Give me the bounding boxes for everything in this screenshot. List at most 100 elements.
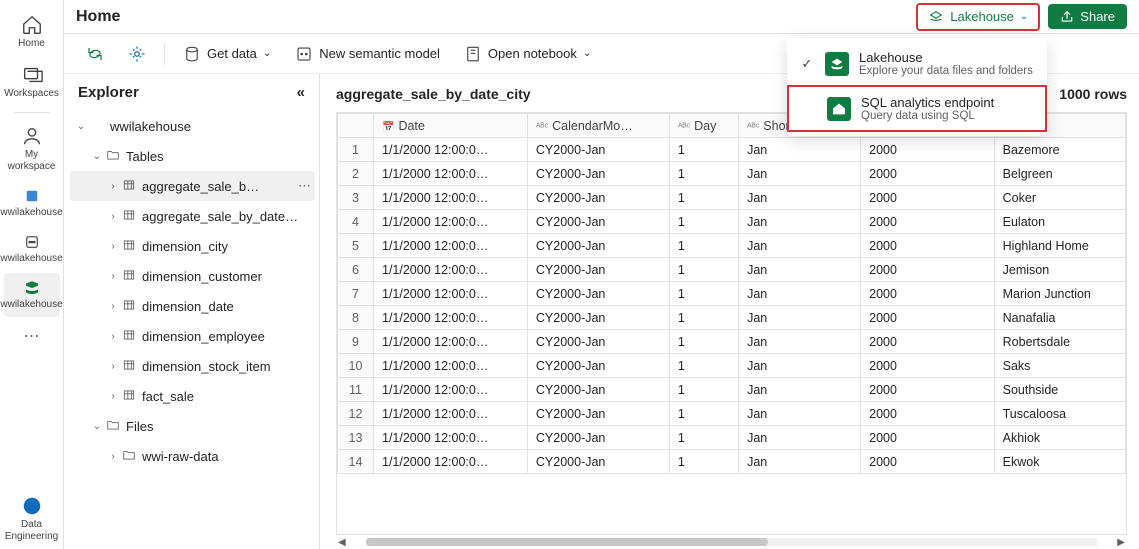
cell[interactable]: Coker [994,186,1125,210]
cell[interactable]: CY2000-Jan [527,258,669,282]
cell[interactable]: Southside [994,378,1125,402]
cell[interactable]: Jan [739,210,861,234]
tree-table-item[interactable]: ›dimension_employee [70,321,315,351]
cell[interactable]: CY2000-Jan [527,162,669,186]
cell[interactable]: CY2000-Jan [527,186,669,210]
cell[interactable]: Jemison [994,258,1125,282]
rail-data-engineering[interactable]: Data Engineering [4,489,60,549]
cell[interactable]: 1 [669,402,738,426]
cell[interactable]: Bazemore [994,138,1125,162]
table-row[interactable]: 21/1/2000 12:00:0…CY2000-Jan1Jan2000Belg… [338,162,1126,186]
table-row[interactable]: 91/1/2000 12:00:0…CY2000-Jan1Jan2000Robe… [338,330,1126,354]
cell[interactable]: 1/1/2000 12:00:0… [374,234,528,258]
cell[interactable]: 2000 [861,210,994,234]
rail-my-workspace[interactable]: My workspace [4,119,60,179]
scroll-track[interactable] [366,538,1098,546]
cell[interactable]: Robertsdale [994,330,1125,354]
rail-more[interactable]: ⋯ [4,319,60,354]
cell[interactable]: 2000 [861,306,994,330]
tree-table-item[interactable]: ›fact_sale [70,381,315,411]
cell[interactable]: 1 [669,258,738,282]
cell[interactable]: 2000 [861,450,994,474]
dropdown-item-lakehouse[interactable]: ✓ Lakehouse Explore your data files and … [787,42,1047,85]
cell[interactable]: 2000 [861,426,994,450]
table-row[interactable]: 121/1/2000 12:00:0…CY2000-Jan1Jan2000Tus… [338,402,1126,426]
cell[interactable]: Eulaton [994,210,1125,234]
cell[interactable]: 1 [669,210,738,234]
cell[interactable]: Jan [739,234,861,258]
cell[interactable]: CY2000-Jan [527,354,669,378]
cell[interactable]: Jan [739,330,861,354]
cell[interactable]: Jan [739,402,861,426]
cell[interactable]: Marion Junction [994,282,1125,306]
cell[interactable]: 1/1/2000 12:00:0… [374,354,528,378]
table-row[interactable]: 71/1/2000 12:00:0…CY2000-Jan1Jan2000Mari… [338,282,1126,306]
cell[interactable]: Nanafalia [994,306,1125,330]
cell[interactable]: 1 [669,282,738,306]
cell[interactable]: Jan [739,426,861,450]
table-row[interactable]: 11/1/2000 12:00:0…CY2000-Jan1Jan2000Baze… [338,138,1126,162]
cell[interactable]: 2000 [861,162,994,186]
cell[interactable]: Jan [739,282,861,306]
cell[interactable]: Jan [739,306,861,330]
rail-home[interactable]: Home [4,8,60,56]
scroll-right-icon[interactable]: ▶ [1115,537,1127,548]
cell[interactable]: 1/1/2000 12:00:0… [374,138,528,162]
cell[interactable]: 2000 [861,138,994,162]
cell[interactable]: 1/1/2000 12:00:0… [374,402,528,426]
rail-lakehouse-1[interactable]: wwilakehouse [4,181,60,225]
cell[interactable]: 2000 [861,402,994,426]
cell[interactable]: 2000 [861,282,994,306]
table-row[interactable]: 61/1/2000 12:00:0…CY2000-Jan1Jan2000Jemi… [338,258,1126,282]
refresh-button[interactable] [80,41,110,67]
cell[interactable]: 1 [669,186,738,210]
table-row[interactable]: 141/1/2000 12:00:0…CY2000-Jan1Jan2000Ekw… [338,450,1126,474]
cell[interactable]: 2000 [861,258,994,282]
horizontal-scrollbar[interactable]: ◀ ▶ [336,535,1127,549]
share-button[interactable]: Share [1048,4,1127,29]
cell[interactable]: CY2000-Jan [527,210,669,234]
tree-table-item[interactable]: ›aggregate_sale_b…⋯ [70,171,315,201]
cell[interactable]: 1/1/2000 12:00:0… [374,258,528,282]
tree-file-item[interactable]: ›wwi-raw-data [70,441,315,471]
cell[interactable]: Tuscaloosa [994,402,1125,426]
cell[interactable]: Jan [739,378,861,402]
collapse-icon[interactable]: « [297,84,305,101]
cell[interactable]: 1 [669,306,738,330]
cell[interactable]: 1/1/2000 12:00:0… [374,306,528,330]
cell[interactable]: CY2000-Jan [527,450,669,474]
cell[interactable]: 1/1/2000 12:00:0… [374,378,528,402]
tree-table-item[interactable]: ›dimension_city [70,231,315,261]
dropdown-item-sql-endpoint[interactable]: SQL analytics endpoint Query data using … [787,85,1047,132]
column-header[interactable]: ᴬᴮᶜDay [669,114,738,138]
cell[interactable]: Ekwok [994,450,1125,474]
cell[interactable]: 1 [669,330,738,354]
rail-workspaces[interactable]: Workspaces [4,58,60,106]
cell[interactable]: 1/1/2000 12:00:0… [374,210,528,234]
cell[interactable]: CY2000-Jan [527,306,669,330]
cell[interactable]: 2000 [861,354,994,378]
cell[interactable]: 2000 [861,234,994,258]
tree-table-item[interactable]: ›aggregate_sale_by_date… [70,201,315,231]
table-row[interactable]: 131/1/2000 12:00:0…CY2000-Jan1Jan2000Akh… [338,426,1126,450]
cell[interactable]: 2000 [861,378,994,402]
table-row[interactable]: 101/1/2000 12:00:0…CY2000-Jan1Jan2000Sak… [338,354,1126,378]
tree-tables[interactable]: ⌄Tables [70,141,315,171]
table-row[interactable]: 51/1/2000 12:00:0…CY2000-Jan1Jan2000High… [338,234,1126,258]
cell[interactable]: Jan [739,162,861,186]
cell[interactable]: 1 [669,378,738,402]
cell[interactable]: CY2000-Jan [527,138,669,162]
tree-files[interactable]: ⌄Files [70,411,315,441]
cell[interactable]: 1/1/2000 12:00:0… [374,426,528,450]
tree-table-item[interactable]: ›dimension_date [70,291,315,321]
cell[interactable]: 1 [669,138,738,162]
cell[interactable]: 1 [669,450,738,474]
cell[interactable]: 2000 [861,330,994,354]
cell[interactable]: Akhiok [994,426,1125,450]
cell[interactable]: 2000 [861,186,994,210]
tree-table-item[interactable]: ›dimension_stock_item [70,351,315,381]
cell[interactable]: Highland Home [994,234,1125,258]
table-row[interactable]: 81/1/2000 12:00:0…CY2000-Jan1Jan2000Nana… [338,306,1126,330]
cell[interactable]: Jan [739,186,861,210]
column-header[interactable]: 📅Date [374,114,528,138]
